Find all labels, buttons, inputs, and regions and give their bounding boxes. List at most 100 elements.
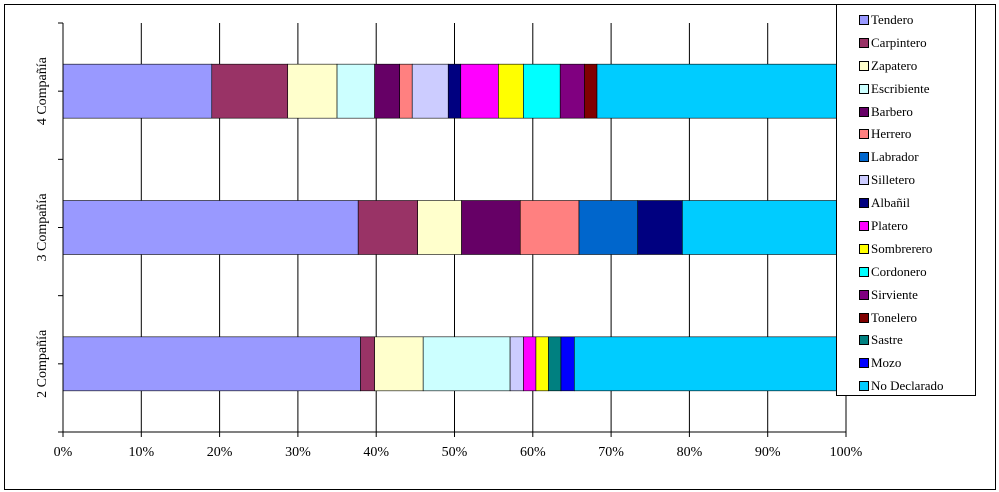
bar-segment [287, 63, 338, 119]
bar-segment [62, 63, 213, 119]
legend-item: Escribiente [837, 78, 975, 101]
x-tick-label: 20% [207, 445, 233, 460]
legend-swatch [859, 243, 869, 254]
bar-segment [62, 200, 359, 255]
legend-item: Sombrerero [837, 238, 975, 261]
legend-label: Platero [871, 218, 908, 234]
bar-segment [460, 63, 499, 119]
legend-item: Herrero [837, 123, 975, 146]
x-tick-label: 40% [363, 445, 389, 460]
legend-item: Tonelero [837, 307, 975, 330]
legend-swatch [859, 15, 869, 25]
legend-swatch [859, 289, 869, 300]
bar-segment [548, 336, 562, 392]
legend-swatch [859, 106, 869, 117]
legend-swatch [859, 312, 869, 323]
legend-swatch [859, 221, 869, 232]
bar-segment [584, 63, 598, 119]
legend-item: Tendero [837, 9, 975, 32]
bar-segment [682, 200, 847, 255]
legend-item: Carpintero [837, 32, 975, 55]
legend-label: Albañil [871, 195, 910, 211]
legend-item: No Declarado [837, 375, 975, 398]
bar-segment [560, 336, 575, 392]
bar-segment [399, 63, 413, 119]
legend-swatch [859, 83, 869, 94]
bar-segment [596, 63, 847, 119]
category-label: 3 Compañía [35, 193, 50, 262]
legend-item: Sirviente [837, 284, 975, 307]
legend-swatch [859, 175, 869, 186]
bar-segment [509, 336, 524, 392]
legend-label: Sastre [871, 332, 903, 348]
bar-segment [411, 63, 449, 119]
legend-swatch [859, 335, 869, 346]
legend-label: No Declarado [871, 378, 944, 394]
bar-segment [62, 336, 361, 392]
legend: Tendero Carpintero Zapatero Escribiente Barb… [836, 4, 976, 396]
axis-labels: 4 Compañía 3 Compañía 2 Compañía 0% 10% 20% 30… [35, 56, 863, 460]
legend-item: Cordonero [837, 261, 975, 284]
legend-label: Mozo [871, 355, 902, 371]
bar-segment [374, 63, 400, 119]
legend-item: Sastre [837, 329, 975, 352]
bar-segment [447, 63, 462, 119]
bar-segment [422, 336, 511, 392]
legend-swatch [859, 266, 869, 277]
legend-swatch [859, 358, 869, 369]
x-tick-label: 30% [285, 445, 311, 460]
legend-label: Barbero [871, 103, 913, 119]
bar-segment [211, 63, 289, 119]
bar-segment [461, 200, 521, 255]
bar-segment [374, 336, 424, 392]
legend-swatch [859, 37, 869, 48]
x-tick-label: 80% [677, 445, 703, 460]
bars [62, 63, 847, 392]
bar-segment [637, 200, 683, 255]
legend-item: Albañil [837, 192, 975, 215]
legend-label: Tendero [871, 12, 914, 27]
legend-item: Zapatero [837, 55, 975, 78]
legend-item: Platero [837, 215, 975, 238]
bar-segment [498, 63, 524, 119]
x-tick-label: 0% [54, 445, 73, 460]
legend-item: Silletero [837, 169, 975, 192]
legend-label: Sirviente [871, 286, 918, 302]
legend-label: Cordonero [871, 263, 927, 279]
legend-item: Barbero [837, 101, 975, 124]
legend-label: Carpintero [871, 34, 927, 50]
x-tick-label: 60% [520, 445, 546, 460]
legend-label: Zapatero [871, 57, 918, 73]
legend-label: Herrero [871, 126, 912, 142]
category-label: 4 Compañía [35, 56, 50, 125]
axes [58, 22, 847, 437]
legend-swatch [859, 129, 869, 140]
x-tick-label: 90% [755, 445, 781, 460]
legend-swatch [859, 198, 869, 209]
x-tick-label: 50% [442, 445, 468, 460]
legend-label: Sombrerero [871, 240, 933, 256]
bar-segment [573, 336, 847, 392]
bar-segment [559, 63, 585, 119]
bar-segment [578, 200, 639, 255]
bar-segment [535, 336, 549, 392]
legend-label: Labrador [871, 149, 919, 165]
bar-segment [417, 200, 462, 255]
x-tick-label: 100% [830, 445, 863, 460]
bar-segment [336, 63, 375, 119]
legend-swatch [859, 60, 869, 71]
legend-swatch [859, 152, 869, 163]
legend-label: Tonelero [871, 309, 918, 325]
legend-swatch [859, 381, 869, 392]
legend-item: Mozo [837, 352, 975, 375]
bar-segment [523, 336, 537, 392]
x-tick-label: 10% [128, 445, 154, 460]
legend-label: Escribiente [871, 80, 930, 96]
bar-segment [519, 200, 580, 255]
category-label: 2 Compañía [35, 329, 50, 398]
bar-segment [360, 336, 375, 392]
legend-item: Labrador [837, 146, 975, 169]
bar-segment [357, 200, 418, 255]
